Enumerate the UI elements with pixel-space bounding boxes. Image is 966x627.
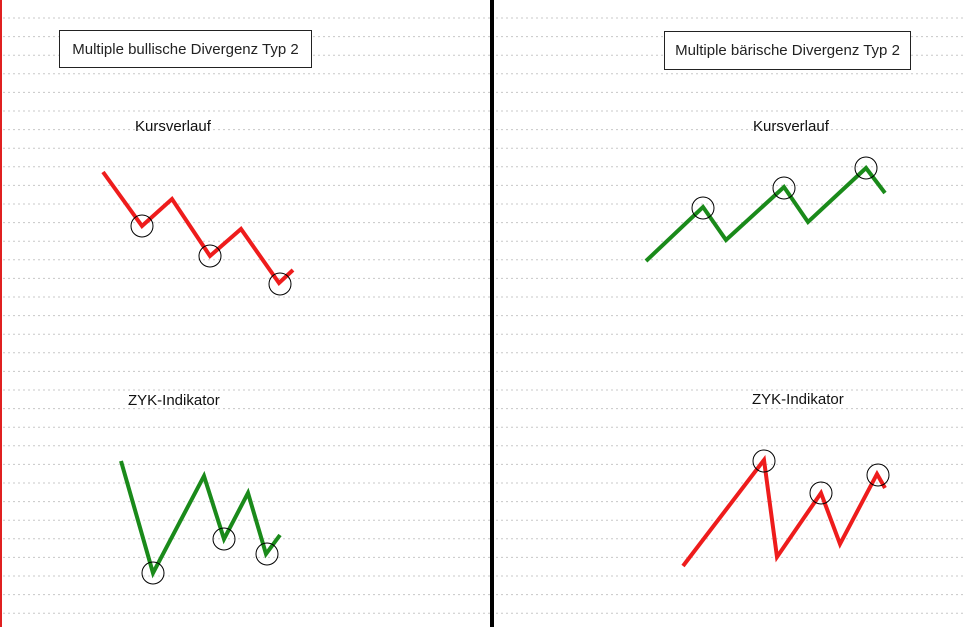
right-indicator-high-marker: [866, 463, 890, 487]
left-price-low-marker: [268, 272, 292, 296]
left-title: Multiple bullische Divergenz Typ 2: [72, 40, 299, 58]
right-price-line: [644, 165, 887, 263]
right-price-high-marker: [854, 156, 878, 180]
right-indicator-line: [681, 454, 887, 568]
right-title: Multiple bärische Divergenz Typ 2: [675, 42, 900, 59]
left-title-box: Multiple bullische Divergenz Typ 2: [59, 30, 312, 68]
left-indicator-line: [119, 460, 282, 579]
right-indicator-label: ZYK-Indikator: [752, 391, 844, 408]
left-indicator-label: ZYK-Indikator: [128, 392, 220, 409]
right-price-label: Kursverlauf: [753, 118, 829, 135]
left-price-low-marker: [130, 214, 154, 238]
right-price-high-marker: [691, 196, 715, 220]
left-price-low-marker: [198, 244, 222, 268]
left-price-label: Kursverlauf: [135, 118, 211, 135]
right-indicator-high-marker: [809, 481, 833, 505]
right-title-box: Multiple bärische Divergenz Typ 2: [664, 31, 911, 70]
left-price-line: [101, 170, 295, 287]
right-price-high-marker: [772, 176, 796, 200]
left-indicator-low-marker: [255, 542, 279, 566]
left-indicator-low-marker: [141, 561, 165, 585]
right-indicator-high-marker: [752, 449, 776, 473]
left-indicator-low-marker: [212, 527, 236, 551]
